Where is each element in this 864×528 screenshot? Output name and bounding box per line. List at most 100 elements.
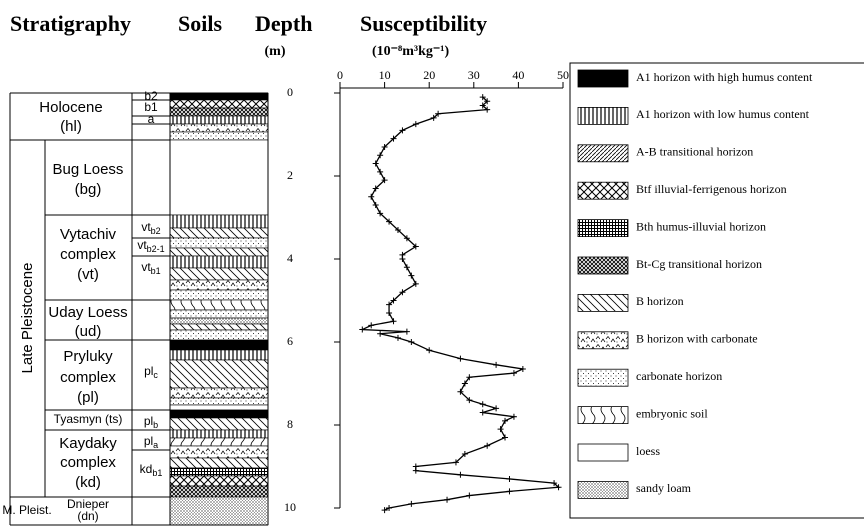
point-marker xyxy=(390,135,397,142)
point-marker xyxy=(457,355,464,362)
legend-label: Bth humus-illuvial horizon xyxy=(636,219,766,233)
soil-layer xyxy=(169,404,269,411)
unit-label: (dn) xyxy=(77,509,98,523)
soil-layer xyxy=(169,429,269,439)
unit-label: (kd) xyxy=(75,474,101,491)
unit-label: (vt) xyxy=(77,266,99,283)
soil-layer xyxy=(169,255,269,269)
soil-subscript: b1 xyxy=(151,266,161,276)
point-marker xyxy=(452,459,459,466)
soil-layer xyxy=(169,409,269,419)
unit-label: complex xyxy=(60,369,116,386)
point-marker xyxy=(403,264,410,271)
soil-subscript: b2-1 xyxy=(147,244,165,254)
point-marker xyxy=(506,488,513,495)
y-tick-label: 0 xyxy=(287,85,293,99)
soil-layer xyxy=(169,107,269,117)
point-marker xyxy=(412,280,419,287)
point-marker xyxy=(368,193,375,200)
legend-label: loess xyxy=(636,444,660,458)
legend-swatch xyxy=(577,181,629,200)
soil-subscript: c xyxy=(153,370,158,380)
legend-label: B horizon with carbonate xyxy=(636,332,758,346)
soil-label: a xyxy=(148,112,155,126)
unit-label: (hl) xyxy=(60,118,82,135)
point-marker xyxy=(372,185,379,192)
soil-layer xyxy=(169,267,269,281)
point-marker xyxy=(408,339,415,345)
legend-box xyxy=(569,62,864,519)
point-marker xyxy=(386,218,393,225)
unit-label: (bg) xyxy=(75,181,102,198)
y-tick-label: 10 xyxy=(284,500,296,514)
soil-layer xyxy=(169,457,269,469)
point-marker xyxy=(403,328,410,335)
point-marker xyxy=(390,297,397,304)
soil-label: vtb2-1 xyxy=(137,238,164,254)
point-marker xyxy=(412,243,419,250)
soil-code: vt xyxy=(141,220,151,234)
soil-layer xyxy=(169,359,269,389)
unit-label: Uday Loess xyxy=(48,304,127,321)
header-soils: Soils xyxy=(178,11,222,36)
soil-layer xyxy=(169,131,269,141)
soil-label: vtb1 xyxy=(141,260,160,276)
unit-label: complex xyxy=(60,454,116,471)
point-marker xyxy=(502,434,509,441)
x-tick-label: 20 xyxy=(423,68,435,82)
soil-layer xyxy=(169,467,269,477)
susceptibility-unit: (10⁻⁸m³kg⁻¹) xyxy=(372,44,449,59)
legend-swatch xyxy=(577,480,629,499)
point-marker xyxy=(381,507,388,514)
unit-label: Vytachiv xyxy=(60,226,117,243)
soil-layer xyxy=(169,445,269,459)
point-marker xyxy=(466,397,473,404)
point-marker xyxy=(372,160,379,167)
y-tick-label: 2 xyxy=(287,168,293,182)
point-marker xyxy=(435,110,442,117)
point-marker xyxy=(519,365,526,372)
point-marker xyxy=(426,347,433,354)
legend-swatch xyxy=(577,443,629,462)
soil-layer xyxy=(169,289,269,301)
x-tick-label: 40 xyxy=(512,68,524,82)
susceptibility-label: Susceptibility xyxy=(360,11,487,36)
period-label: Late Pleistocene xyxy=(19,263,36,374)
point-marker xyxy=(466,374,473,381)
point-marker xyxy=(510,370,517,377)
soil-layer xyxy=(169,123,269,133)
point-marker xyxy=(555,484,562,491)
soil-layer xyxy=(169,496,269,526)
x-tick-label: 30 xyxy=(468,68,480,82)
soil-layer xyxy=(169,437,269,447)
soil-label: pla xyxy=(144,434,158,450)
legend-swatch xyxy=(577,406,629,425)
soil-layer xyxy=(169,309,269,319)
unit-label: Pryluky xyxy=(63,348,113,365)
point-marker xyxy=(390,318,397,325)
legend-label: B horizon xyxy=(636,294,684,308)
depth-label: Depth xyxy=(255,11,312,36)
legend-swatch xyxy=(577,219,629,238)
legend-swatch xyxy=(577,107,629,125)
legend-swatch xyxy=(577,256,629,275)
point-marker xyxy=(444,496,451,503)
point-marker xyxy=(479,102,486,109)
legend-swatch xyxy=(577,331,629,350)
legend-label: sandy loam xyxy=(636,481,692,495)
x-tick-label: 10 xyxy=(379,68,391,82)
soil-code: b1 xyxy=(144,100,158,114)
soil-layer xyxy=(169,339,269,351)
unit-label: Dnieper xyxy=(67,497,109,511)
point-marker xyxy=(408,272,415,279)
point-marker xyxy=(377,210,384,217)
point-marker xyxy=(484,98,491,105)
point-marker xyxy=(399,127,406,134)
soil-layer xyxy=(169,227,269,239)
point-marker xyxy=(466,492,473,499)
soil-layer xyxy=(169,323,269,331)
soil-layer xyxy=(169,92,269,101)
soil-layer xyxy=(169,349,269,361)
point-marker xyxy=(394,226,401,233)
